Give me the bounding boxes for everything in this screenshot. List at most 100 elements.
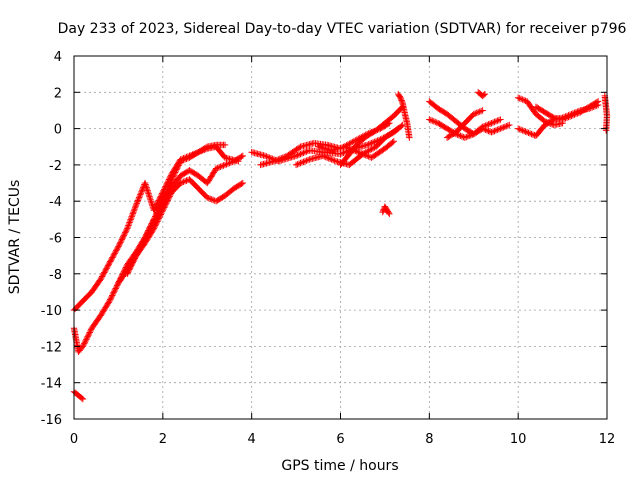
data-point [175, 162, 182, 169]
data-point [479, 107, 486, 114]
x-axis-title: GPS time / hours [281, 458, 398, 474]
data-point [127, 214, 135, 222]
data-point [151, 223, 158, 231]
data-point [476, 108, 483, 115]
data-point [207, 195, 214, 202]
data-point [154, 200, 161, 207]
data-point [112, 248, 119, 256]
data-point [492, 118, 500, 125]
data-point [498, 124, 506, 132]
data-point [559, 116, 566, 123]
data-point [143, 237, 150, 244]
data-point [204, 179, 211, 187]
data-point [397, 95, 405, 103]
data-point [135, 195, 142, 203]
data-point [329, 156, 337, 164]
data-point [208, 196, 215, 203]
data-point [226, 159, 233, 167]
data-point [149, 226, 157, 233]
y-axis-title: SDTVAR / TECUs [7, 180, 23, 295]
series-arc-l [395, 90, 413, 141]
data-point [86, 329, 93, 336]
x-tick-labels: 0 2 4 6 8 10 12 [70, 432, 615, 447]
data-point [174, 163, 182, 171]
data-point [150, 207, 158, 214]
data-point [103, 301, 111, 309]
data-point [483, 127, 491, 134]
data-point [125, 222, 132, 229]
data-point [298, 159, 306, 166]
data-point [470, 110, 477, 118]
data-point [100, 307, 108, 314]
data-point [164, 197, 171, 204]
data-point [340, 149, 347, 156]
data-point [273, 156, 281, 164]
data-point [159, 207, 167, 214]
data-point [99, 308, 107, 315]
data-point [297, 159, 304, 167]
series-arc-d [124, 176, 246, 277]
data-point [103, 265, 110, 272]
data-point [108, 255, 115, 263]
data-point [84, 333, 91, 340]
data-point [501, 123, 509, 130]
data-point [124, 223, 132, 231]
data-point [111, 288, 118, 295]
data-point [350, 138, 358, 145]
data-point [483, 121, 491, 129]
data-point [210, 169, 217, 176]
data-point [150, 216, 158, 223]
data-point [366, 146, 374, 154]
data-point [135, 194, 143, 201]
data-point [427, 116, 435, 124]
data-point [519, 96, 526, 103]
grid [74, 56, 607, 419]
data-point [129, 259, 136, 266]
data-point [464, 133, 472, 140]
data-point [227, 159, 235, 166]
y-tick-label: -8 [49, 268, 62, 283]
series-arc-b [70, 141, 229, 356]
data-point [130, 258, 137, 265]
data-point [458, 133, 466, 140]
data-point [122, 229, 129, 236]
data-point [368, 139, 375, 147]
data-point [97, 312, 104, 319]
data-point [523, 129, 531, 136]
data-point [148, 221, 155, 229]
data-point [261, 152, 269, 160]
data-point [211, 167, 218, 175]
data-point [176, 160, 183, 168]
data-point [500, 124, 507, 131]
data-point [525, 129, 532, 137]
data-point [145, 234, 152, 241]
data-point [158, 209, 165, 217]
data-point [142, 238, 150, 245]
data-point [149, 218, 156, 226]
data-point [152, 211, 160, 219]
data-points [70, 89, 611, 403]
data-point [389, 139, 396, 146]
series-arc-p [474, 89, 489, 100]
data-point [104, 262, 112, 269]
data-point [321, 153, 328, 160]
data-point [504, 122, 512, 129]
data-point [358, 150, 365, 157]
data-point [102, 266, 110, 273]
data-point [341, 143, 349, 150]
data-point [395, 125, 402, 132]
data-point [87, 326, 95, 333]
y-tick-label: 2 [54, 86, 62, 101]
data-point [326, 155, 334, 163]
data-point [159, 198, 167, 205]
data-point [341, 148, 349, 156]
data-point [488, 119, 495, 127]
y-tick-label: -10 [41, 304, 62, 319]
data-point [337, 150, 344, 158]
data-point [100, 270, 107, 277]
data-point [131, 206, 138, 213]
data-point [81, 340, 88, 347]
data-point [157, 211, 164, 218]
data-point [218, 162, 226, 170]
data-point [128, 260, 136, 268]
